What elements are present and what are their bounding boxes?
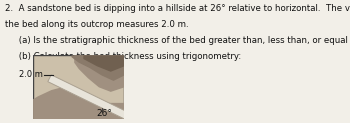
Text: (a) Is the stratigraphic thickness of the bed greater than, less than, or equal : (a) Is the stratigraphic thickness of th…	[5, 36, 350, 45]
Text: 2.  A sandstone bed is dipping into a hillside at 26° relative to horizontal.  T: 2. A sandstone bed is dipping into a hil…	[5, 4, 350, 13]
Polygon shape	[33, 86, 125, 119]
Polygon shape	[71, 55, 125, 81]
Text: (b) Calculate the bed thickness using trigonometry:: (b) Calculate the bed thickness using tr…	[5, 52, 241, 61]
Text: 26°: 26°	[97, 109, 112, 118]
Text: 2.0 m: 2.0 m	[19, 70, 43, 79]
Text: the bed along its outcrop measures 2.0 m.: the bed along its outcrop measures 2.0 m…	[5, 20, 189, 29]
Polygon shape	[83, 55, 125, 72]
Polygon shape	[74, 55, 125, 92]
Polygon shape	[48, 75, 138, 123]
